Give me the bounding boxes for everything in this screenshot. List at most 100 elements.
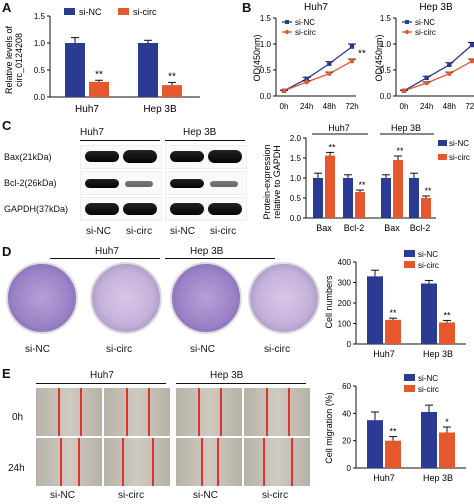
blot-bcl2-hep3b <box>165 171 247 195</box>
band <box>85 151 119 162</box>
blot-huh7-label: Huh7 <box>80 127 104 138</box>
wound-huh7-label: Huh7 <box>90 370 114 381</box>
wound-group-4: si-circ <box>262 490 289 501</box>
wound-image <box>36 388 102 436</box>
legend-c-circ-swatch <box>438 154 447 160</box>
chart-a-xtick-huh7: Huh7 <box>75 104 99 115</box>
chart-b-hep3b-ytick-label: 1.5 <box>380 14 392 23</box>
chart-d-ytick-label: 100 <box>338 320 352 329</box>
chart-d-xtick: Hep 3B <box>423 349 453 359</box>
blot-group-4: si-circ <box>210 226 237 237</box>
chart-b-hep3b-point-circ <box>401 88 407 94</box>
chart-e-bar-nc <box>421 411 437 468</box>
blot-row-bax: Bax(21kDa) <box>4 152 52 162</box>
chart-c-xtick: Bcl-2 <box>344 223 365 233</box>
chart-d-sig: ** <box>443 310 451 320</box>
chart-e-ytick-label: 60 <box>342 382 351 391</box>
chart-b-huh7-ytick-label: 0.0 <box>260 92 272 101</box>
wound-time-24h: 24h <box>8 463 25 474</box>
legend-c-circ-label: si-circ <box>449 153 470 162</box>
legend-b-circ-marker <box>285 30 289 34</box>
legend-b-nc-marker <box>405 20 409 24</box>
band <box>85 179 119 188</box>
wound-grid <box>36 388 310 490</box>
colony-hep3b-label: Hep 3B <box>190 246 224 257</box>
panel-label-c: C <box>2 118 12 133</box>
band <box>210 181 238 187</box>
colony-dish-huh7-nc <box>6 262 78 334</box>
chart-b-hep3b-point-circ <box>424 80 429 86</box>
chart-b-hep3b-line-nc <box>403 44 473 92</box>
legend-b-circ-label: si-circ <box>295 28 316 37</box>
chart-c-group-hep3b: Hep 3B <box>391 123 421 133</box>
blot-row-bcl2: Bcl-2(26kDa) <box>4 178 57 188</box>
legend-b-circ-marker <box>405 30 409 34</box>
wound-edge-line <box>201 438 203 486</box>
band <box>85 203 119 215</box>
legend-a-nc-label: si-NC <box>79 7 102 17</box>
legend-chart-d-circ-swatch <box>404 261 415 268</box>
chart-c-sig: ** <box>424 186 432 196</box>
chart-b-hep3b-title: Hep 3B <box>419 2 453 13</box>
chart-b-hep3b-xtick: 72h <box>465 102 474 111</box>
chart-b-ylabel-left: OD(450nm) <box>252 34 262 81</box>
chart-c-ytick-label: 1.0 <box>290 174 302 183</box>
chart-d-bar-nc <box>421 283 437 344</box>
chart-a-ytick-label: 0.5 <box>34 66 46 75</box>
wound-time-0h: 0h <box>12 412 24 423</box>
band <box>170 203 204 215</box>
chart-c-sig: ** <box>358 180 366 190</box>
legend-b-nc-label: si-NC <box>295 18 315 27</box>
chart-d-ytick-label: 300 <box>338 279 352 288</box>
wound-group-1: si-NC <box>50 490 75 501</box>
chart-b-hep3b-xtick: 0h <box>400 102 409 111</box>
colony-group-2: si-circ <box>106 344 133 355</box>
chart-d-ylabel: Cell numbers <box>324 275 334 329</box>
chart-e-ylabel: Cell migration (%) <box>324 392 334 464</box>
chart-b-hep3b-line-circ <box>403 60 473 92</box>
chart-c-bar-nc <box>409 178 419 218</box>
chart-b-huh7-xtick: 72h <box>345 102 358 111</box>
wound-group-2: si-circ <box>118 490 145 501</box>
legend-a-nc-swatch <box>64 8 75 15</box>
chart-c-xtick: Bax <box>316 223 332 233</box>
wound-image <box>104 388 170 436</box>
blot-row-gapdh: GAPDH(37kDa) <box>4 204 69 214</box>
wound-group-3: si-NC <box>193 490 218 501</box>
band <box>123 203 157 215</box>
band <box>123 150 157 163</box>
legend-chart-e-circ-label: si-circ <box>418 385 439 394</box>
wound-edge-line <box>217 438 219 486</box>
chart-e-sig: ** <box>389 427 397 437</box>
wound-edge-line <box>78 438 80 486</box>
chart-a-bar-circ <box>89 81 109 97</box>
chart-b-hep3b-point-nc <box>469 42 474 48</box>
blot-gapdh-hep3b <box>165 197 247 221</box>
legend-chart-e-circ-swatch <box>404 385 415 392</box>
panel-label-d: D <box>2 244 12 259</box>
chart-b-hep3b-ytick-label: 0.0 <box>380 92 392 101</box>
chart-c-xtick: Bcl-2 <box>410 223 431 233</box>
chart-d-sig: ** <box>389 308 397 318</box>
chart-e-xtick: Hep 3B <box>423 473 453 483</box>
chart-d-ytick-label: 200 <box>338 299 352 308</box>
chart-c-bar-circ <box>393 160 403 218</box>
blot-hep3b-label: Hep 3B <box>183 127 217 138</box>
chart-b-hep3b-point-circ <box>469 58 474 64</box>
chart-e-bar-circ <box>385 440 401 468</box>
wound-edge-line <box>80 388 82 436</box>
legend-chart-e-nc-label: si-NC <box>418 374 438 383</box>
wound-hep3b-label: Hep 3B <box>210 370 244 381</box>
wound-image <box>176 438 242 486</box>
wound-image <box>244 388 310 436</box>
wound-edge-line <box>126 388 128 436</box>
wound-edge-line <box>152 438 154 486</box>
wound-edge-line <box>198 388 200 436</box>
chart-a-ylabel-line2: circ_0124208 <box>14 33 24 87</box>
chart-b-huh7-sig: ** <box>358 48 366 59</box>
chart-e-ytick-label: 0 <box>347 464 352 473</box>
chart-a-xtick-hep3b: Hep 3B <box>143 104 177 115</box>
blot-group-1: si-NC <box>86 226 111 237</box>
chart-d-ytick-label: 400 <box>338 258 352 267</box>
wound-edge-line <box>266 388 268 436</box>
